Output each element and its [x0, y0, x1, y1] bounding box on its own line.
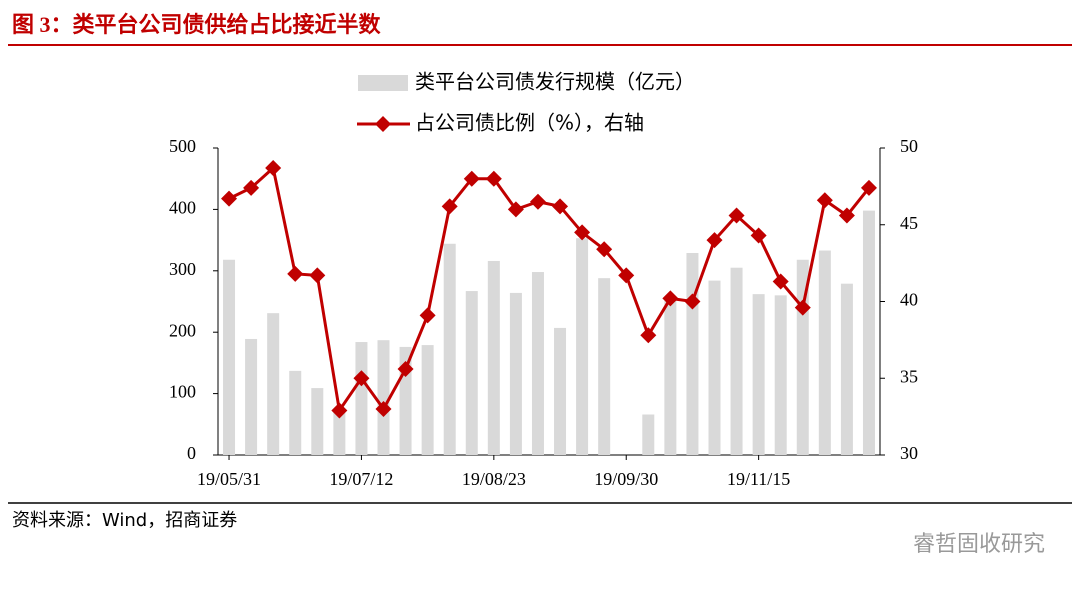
line-marker — [684, 293, 701, 310]
y2-tick-label: 40 — [900, 290, 918, 310]
source-note: 资料来源：Wind，招商证券 — [12, 510, 237, 531]
line-marker — [375, 400, 392, 417]
legend-label: 占公司债比例（%），右轴 — [415, 111, 644, 135]
watermark: 睿哲固收研究 — [913, 532, 1045, 557]
bar — [223, 259, 236, 455]
y2-tick-label: 50 — [900, 136, 918, 156]
bar — [840, 283, 853, 455]
bar — [818, 250, 831, 455]
bar — [730, 267, 743, 455]
bar — [664, 298, 677, 455]
line-marker — [750, 227, 767, 244]
legend-swatch — [358, 75, 408, 91]
y-tick-label: 400 — [169, 198, 196, 218]
line-marker — [287, 265, 304, 282]
bar — [862, 210, 875, 455]
bar — [333, 408, 346, 455]
x-tick-label: 19/09/30 — [594, 469, 658, 489]
line-marker — [794, 299, 811, 316]
x-tick-label: 19/08/23 — [462, 469, 526, 489]
bar — [509, 292, 522, 455]
line-marker — [309, 267, 326, 284]
bar — [487, 260, 500, 455]
line-marker — [419, 307, 436, 324]
line-marker — [618, 267, 635, 284]
line-marker — [552, 198, 569, 215]
line-marker — [860, 179, 877, 196]
x-tick-label: 19/07/12 — [329, 469, 393, 489]
bar — [531, 272, 544, 455]
line-marker — [816, 192, 833, 209]
line-marker — [441, 198, 458, 215]
line-marker — [507, 201, 524, 218]
legend-label: 类平台公司债发行规模（亿元） — [415, 70, 695, 94]
y2-tick-label: 30 — [900, 443, 918, 463]
line-marker — [221, 190, 238, 207]
line-marker — [772, 273, 789, 290]
bar — [421, 345, 434, 455]
bar — [355, 342, 368, 455]
bar — [377, 340, 390, 455]
bar — [267, 313, 280, 455]
legend-marker — [375, 116, 391, 132]
line-marker — [463, 170, 480, 187]
bar — [774, 295, 787, 455]
y-tick-label: 100 — [169, 382, 196, 402]
bar — [289, 370, 302, 455]
x-tick-label: 19/05/31 — [197, 469, 261, 489]
bar — [708, 280, 721, 455]
line-marker — [485, 170, 502, 187]
line-marker — [529, 193, 546, 210]
x-tick-label: 19/11/15 — [727, 469, 790, 489]
y2-tick-label: 45 — [900, 213, 918, 233]
bar — [576, 238, 589, 455]
line-marker — [838, 207, 855, 224]
line-marker — [662, 290, 679, 307]
line — [228, 165, 871, 415]
line-marker — [574, 224, 591, 241]
y-tick-label: 300 — [169, 259, 196, 279]
bar — [554, 327, 567, 455]
chart-title: 图 3：类平台公司债供给占比接近半数 — [12, 12, 382, 37]
bar — [443, 243, 456, 455]
y-tick-label: 500 — [169, 136, 196, 156]
line-marker — [331, 402, 348, 419]
bar — [465, 291, 478, 455]
bar — [245, 338, 258, 455]
line-marker — [243, 179, 260, 196]
line-marker — [353, 370, 370, 387]
line-marker — [640, 327, 657, 344]
line-marker — [728, 207, 745, 224]
bar — [642, 414, 655, 455]
y-tick-label: 200 — [169, 320, 196, 340]
bar — [311, 388, 324, 455]
bar — [752, 294, 765, 455]
y-tick-label: 0 — [187, 443, 196, 463]
line-marker — [596, 241, 613, 258]
y2-tick-label: 35 — [900, 366, 918, 386]
line-marker — [706, 232, 723, 249]
line-marker — [397, 361, 414, 378]
bar — [686, 252, 699, 455]
line-marker — [265, 159, 282, 176]
bar — [598, 278, 611, 455]
